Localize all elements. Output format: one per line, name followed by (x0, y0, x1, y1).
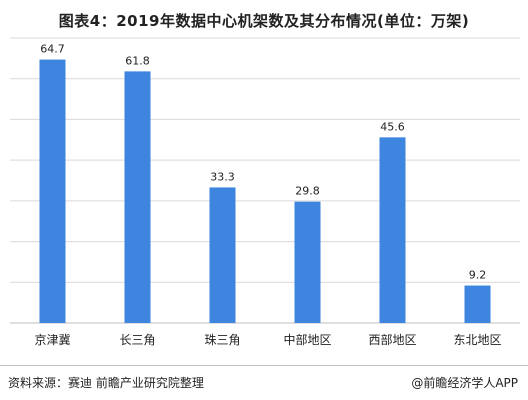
bar (294, 201, 321, 323)
bar-value-label: 33.3 (210, 170, 235, 183)
x-tick-label: 京津冀 (34, 333, 70, 347)
bar-value-label: 29.8 (295, 185, 320, 198)
x-tick-label: 珠三角 (204, 333, 240, 347)
bar-value-label: 64.7 (40, 43, 65, 56)
source-note: 资料来源：赛迪 前瞻产业研究院整理 (8, 376, 204, 390)
footer-divider (0, 365, 528, 366)
bar-chart: 64.7 京津冀 61.8 长三角 33.3 珠三角 29.8 中部地区 45.6 西部地区 9.2… (10, 37, 520, 347)
bar (39, 59, 66, 323)
x-tick-label: 西部地区 (368, 332, 416, 347)
credit-note: @前瞻经济学人APP (411, 376, 518, 390)
x-tick-label: 东北地区 (453, 333, 501, 347)
bar-value-label: 45.6 (380, 120, 405, 133)
bar-value-label: 61.8 (125, 54, 150, 67)
x-tick-label: 长三角 (119, 333, 155, 347)
x-tick-label: 中部地区 (283, 332, 331, 347)
bar (209, 187, 236, 323)
bar-value-label: 9.2 (469, 269, 487, 282)
chart-title: 图表4：2019年数据中心机架数及其分布情况(单位：万架) (58, 12, 470, 30)
bar (124, 71, 151, 323)
bar (464, 285, 491, 323)
bar (379, 137, 406, 323)
